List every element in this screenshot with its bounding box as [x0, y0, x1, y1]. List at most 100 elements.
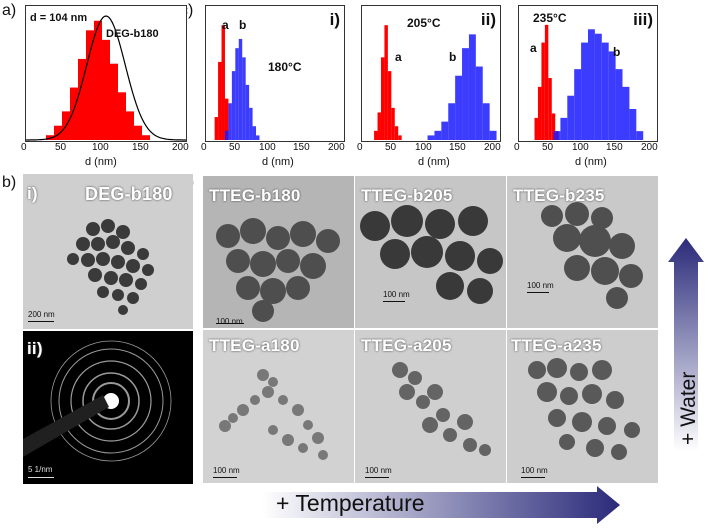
- histogram-bar: [228, 103, 232, 140]
- scale-bar: [28, 477, 54, 478]
- tick-label: 50: [55, 142, 67, 153]
- image-label: TTEG-a205: [361, 336, 452, 355]
- tem-image-tteg-a235: TTEG-a235 100 nm: [507, 330, 658, 483]
- histogram-bar: [86, 30, 94, 140]
- annotation-diameter: d = 104 nm: [30, 12, 88, 24]
- tick-label: 50: [542, 142, 554, 153]
- arrow-up-icon: [668, 238, 704, 452]
- histogram-bar: [380, 57, 385, 141]
- histogram-a: d = 104 nm DEG-b180: [25, 5, 187, 142]
- water-arrow: [668, 238, 704, 452]
- image-label: TTEG-a235: [511, 336, 602, 355]
- histogram-c-ii-ticks: 0 50 100 150 200: [354, 142, 514, 156]
- image-label: DEG-b180: [85, 184, 173, 204]
- histogram-bar: [102, 39, 110, 140]
- fit-curve: [26, 15, 186, 141]
- temperature-label: 205°C: [407, 16, 441, 30]
- histogram-c-iii: iii) 235°C a b: [518, 5, 658, 142]
- histogram-c-iii-ticks: 0 50 100 150 200: [511, 142, 671, 156]
- histogram-a-ticks: 0 50 100 150 200: [18, 142, 193, 156]
- histogram-bar: [548, 78, 552, 140]
- scale-bar: [383, 301, 405, 302]
- panel-label-b: b): [2, 174, 17, 191]
- histogram-bar: [468, 34, 476, 140]
- histogram-bar: [455, 75, 463, 140]
- tick-label: 0: [357, 142, 363, 153]
- histogram-bar: [94, 20, 102, 141]
- tem-image-tteg-b180: TTEG-b180 100 nm: [203, 176, 354, 328]
- nanoparticle-cluster: [23, 174, 193, 329]
- scale-bar: [527, 292, 549, 293]
- panel-roman: i): [329, 10, 340, 29]
- tem-image-tteg-b205: TTEG-b205 100 nm: [355, 176, 506, 328]
- tick-label: 150: [449, 142, 466, 153]
- scale-label: 100 nm: [365, 466, 392, 475]
- panel-roman: i): [27, 184, 38, 203]
- histogram-bar: [394, 126, 399, 140]
- nanoparticle-cluster: [203, 330, 354, 483]
- scale-label: 5 1/nm: [28, 465, 53, 474]
- histogram-bar: [252, 126, 257, 140]
- histogram-c-iii-plot: [534, 24, 644, 141]
- histogram-bar: [629, 109, 637, 140]
- histogram-bar: [126, 111, 134, 140]
- image-label: TTEG-a180: [209, 336, 300, 355]
- histogram-bar: [594, 33, 602, 140]
- scale-label: 200 nm: [28, 310, 55, 319]
- histogram-bar: [462, 48, 469, 140]
- histogram-bar: [482, 103, 490, 140]
- histogram-bar: [256, 135, 260, 140]
- histogram-bar: [374, 130, 378, 140]
- tem-image-tteg-a205: TTEG-a205 100 nm: [355, 330, 506, 483]
- histogram-bar: [231, 71, 236, 140]
- tem-image-tteg-b235: TTEG-b235 100 nm: [507, 176, 658, 328]
- histogram-bar: [245, 84, 250, 140]
- histogram-a-plot: [26, 15, 186, 141]
- series-a-label: a: [395, 50, 402, 64]
- nanoparticle-cluster: [507, 330, 658, 483]
- histogram-bar: [110, 63, 118, 140]
- histogram-bar: [534, 117, 538, 140]
- water-label: + Water: [677, 371, 700, 445]
- histogram-bar: [544, 24, 549, 140]
- histogram-bar: [78, 58, 86, 140]
- panel-roman: ii): [480, 10, 496, 29]
- tick-label: 100: [92, 142, 109, 153]
- histogram-bar: [224, 130, 229, 140]
- histogram-bar: [238, 38, 243, 140]
- histogram-c-ii: ii) 205°C a b: [361, 5, 501, 142]
- scale-bar: [28, 321, 54, 322]
- tick-label: 100: [259, 142, 276, 153]
- tick-label: 150: [132, 142, 149, 153]
- histogram-bar: [54, 125, 62, 140]
- histogram-bar: [235, 48, 239, 140]
- image-label: TTEG-b205: [361, 186, 453, 205]
- diffraction-pattern: ii) 5 1/nm: [23, 331, 193, 484]
- tick-label: 150: [606, 142, 623, 153]
- histogram-c-i-ticks: 0 50 100 150 200: [198, 142, 358, 156]
- histogram-bar: [384, 25, 388, 141]
- scale-label: 100 nm: [521, 466, 548, 475]
- series-a-label: a: [222, 18, 229, 32]
- temperature-label: 180°C: [268, 60, 302, 74]
- scale-bar: [213, 477, 237, 478]
- series-b-label: b: [239, 18, 247, 32]
- histogram-bar: [391, 107, 395, 140]
- histogram-c-ii-plot: [374, 25, 497, 141]
- histogram-c-i-plot: [214, 25, 260, 141]
- tick-label: 200: [641, 142, 658, 153]
- histogram-bar: [574, 69, 582, 140]
- tick-label: 0: [201, 142, 207, 153]
- axis-label-x: d (nm): [85, 156, 117, 168]
- histogram-bar: [224, 98, 229, 140]
- panel-label-a: a): [2, 2, 17, 19]
- histogram-bar: [475, 66, 483, 140]
- histogram-bar: [70, 87, 78, 140]
- scale-label: 100 nm: [383, 290, 410, 299]
- axis-label-x: d (nm): [262, 156, 294, 168]
- nanoparticle-cluster: [355, 330, 506, 483]
- scale-bar: [521, 477, 545, 478]
- histogram-bar: [242, 57, 246, 141]
- tick-label: 100: [415, 142, 432, 153]
- nanoparticle-cluster: [507, 176, 658, 328]
